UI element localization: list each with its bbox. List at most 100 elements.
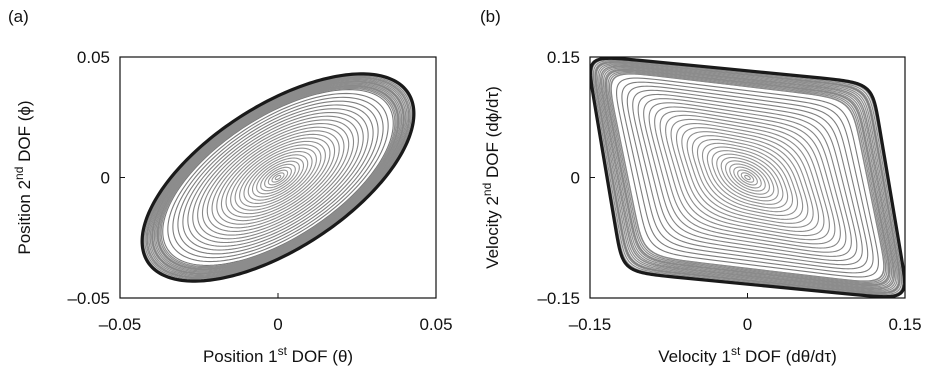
axes-frame bbox=[119, 56, 437, 299]
y-tick-label: 0.05 bbox=[77, 48, 110, 67]
spiral-loop bbox=[681, 127, 814, 228]
x-tick-label: –0.05 bbox=[99, 315, 142, 334]
spiral-loop bbox=[643, 98, 852, 257]
spiral-loop bbox=[626, 85, 869, 270]
spiral-loop bbox=[599, 65, 896, 290]
spiral-loop bbox=[230, 140, 326, 215]
plot-area bbox=[140, 72, 416, 283]
spiral-loop bbox=[146, 77, 410, 278]
spiral-loop bbox=[610, 73, 885, 282]
spiral-loop bbox=[711, 150, 784, 205]
spiral-loop bbox=[251, 157, 305, 198]
y-tick-label: 0.15 bbox=[547, 48, 580, 67]
panel-b: (b) –0.15 0 0.15 –0.15 0 0.15 Velocity 1st DOF … bbox=[480, 7, 922, 366]
spiral-loop bbox=[632, 89, 863, 266]
spiral-loop bbox=[594, 60, 901, 295]
x-tick-label: –0.15 bbox=[569, 315, 612, 334]
x-tick-label: 0 bbox=[743, 315, 752, 334]
spiral-loop bbox=[187, 108, 369, 247]
spiral-loop bbox=[271, 172, 285, 183]
spiral-loop bbox=[172, 96, 384, 259]
y-tick-label: –0.15 bbox=[537, 289, 580, 308]
spiral-loop bbox=[716, 153, 779, 202]
x-tick-label: 0.15 bbox=[888, 315, 921, 334]
spiral-loop bbox=[211, 126, 345, 229]
spiral-loop bbox=[740, 172, 755, 183]
spiral-loop bbox=[691, 135, 804, 220]
spiral-loop bbox=[153, 82, 403, 273]
spiral-loop bbox=[670, 118, 825, 237]
spiral-loop bbox=[162, 89, 394, 266]
spiral-loop bbox=[145, 76, 411, 279]
spiral-loop bbox=[604, 68, 891, 287]
panel-label: (b) bbox=[480, 7, 501, 26]
spiral-loop bbox=[637, 93, 858, 262]
spiral-loop bbox=[264, 166, 292, 189]
spiral-loop bbox=[592, 59, 903, 296]
y-axis-label: Velocity 2nd DOF (dϕ/dτ) bbox=[480, 86, 502, 269]
spiral-loop bbox=[151, 81, 405, 274]
spiral-loop bbox=[220, 133, 336, 222]
spiral-loop bbox=[201, 119, 355, 236]
spiral-loop bbox=[610, 73, 885, 282]
spiral-loop bbox=[260, 163, 296, 192]
spiral-loop bbox=[192, 111, 364, 244]
spiral-loop bbox=[733, 166, 762, 189]
spiral-loop bbox=[602, 67, 893, 288]
spiral-loop bbox=[157, 85, 399, 270]
spiral-loop bbox=[720, 156, 775, 199]
panel-label: (a) bbox=[8, 7, 29, 26]
spiral-loop bbox=[616, 77, 879, 278]
x-tick-label: 0 bbox=[273, 315, 282, 334]
spiral-loop bbox=[701, 142, 794, 213]
limit-cycle bbox=[140, 72, 416, 283]
spiral-loop bbox=[654, 106, 841, 249]
spiral-loop bbox=[598, 64, 897, 291]
spiral-loop bbox=[234, 144, 322, 211]
y-tick-label: 0 bbox=[571, 169, 580, 188]
panel-a: (a) –0.05 0 0.05 –0.05 0 0.05 Position 1st DOF … bbox=[8, 7, 453, 366]
spiral-loop bbox=[149, 79, 407, 276]
plot-area bbox=[590, 57, 905, 298]
spiral-loop bbox=[686, 131, 809, 224]
spiral-loop bbox=[148, 78, 408, 277]
spiral-loop bbox=[648, 102, 847, 253]
spiral-loop bbox=[247, 154, 309, 201]
spiral-loop bbox=[160, 87, 396, 268]
spiral-loop bbox=[182, 104, 374, 251]
spiral-loop bbox=[157, 85, 399, 270]
spiral-loop bbox=[605, 69, 890, 286]
spiral-loop bbox=[156, 84, 400, 271]
spiral-loop bbox=[659, 110, 836, 245]
spiral-loop bbox=[675, 123, 820, 232]
spiral-loop bbox=[608, 72, 887, 283]
x-tick-label: 0.05 bbox=[419, 315, 452, 334]
spiral-loop bbox=[243, 150, 313, 205]
spiral-loop bbox=[159, 86, 397, 269]
y-tick-label: –0.05 bbox=[67, 289, 110, 308]
spiral-loop bbox=[665, 114, 830, 241]
spiral-loop bbox=[267, 169, 289, 186]
spiral-loop bbox=[177, 100, 379, 255]
spiral-loop bbox=[274, 174, 282, 181]
y-axis-label: Position 2nd DOF (ϕ) bbox=[12, 100, 34, 254]
spiral-loop bbox=[607, 70, 888, 285]
spiral-loop bbox=[151, 80, 405, 275]
spiral-loop bbox=[152, 81, 404, 274]
spiral-loop bbox=[225, 137, 331, 218]
spiral-loop bbox=[197, 115, 359, 240]
y-tick-label: 0 bbox=[101, 169, 110, 188]
spiral-loop bbox=[601, 66, 894, 289]
x-axis-label: Velocity 1st DOF (dθ/dτ) bbox=[658, 344, 837, 366]
spiral-loop bbox=[729, 163, 766, 192]
spiral-loop bbox=[256, 160, 300, 195]
spiral-loop bbox=[595, 61, 900, 294]
limit-cycle bbox=[590, 57, 905, 298]
x-axis-label: Position 1st DOF (θ) bbox=[203, 344, 353, 366]
spiral-loop bbox=[696, 138, 799, 217]
spiral-loop bbox=[737, 169, 758, 186]
spiral-loop bbox=[597, 63, 898, 292]
spiral-loop bbox=[744, 174, 751, 181]
spiral-loop bbox=[216, 130, 340, 225]
